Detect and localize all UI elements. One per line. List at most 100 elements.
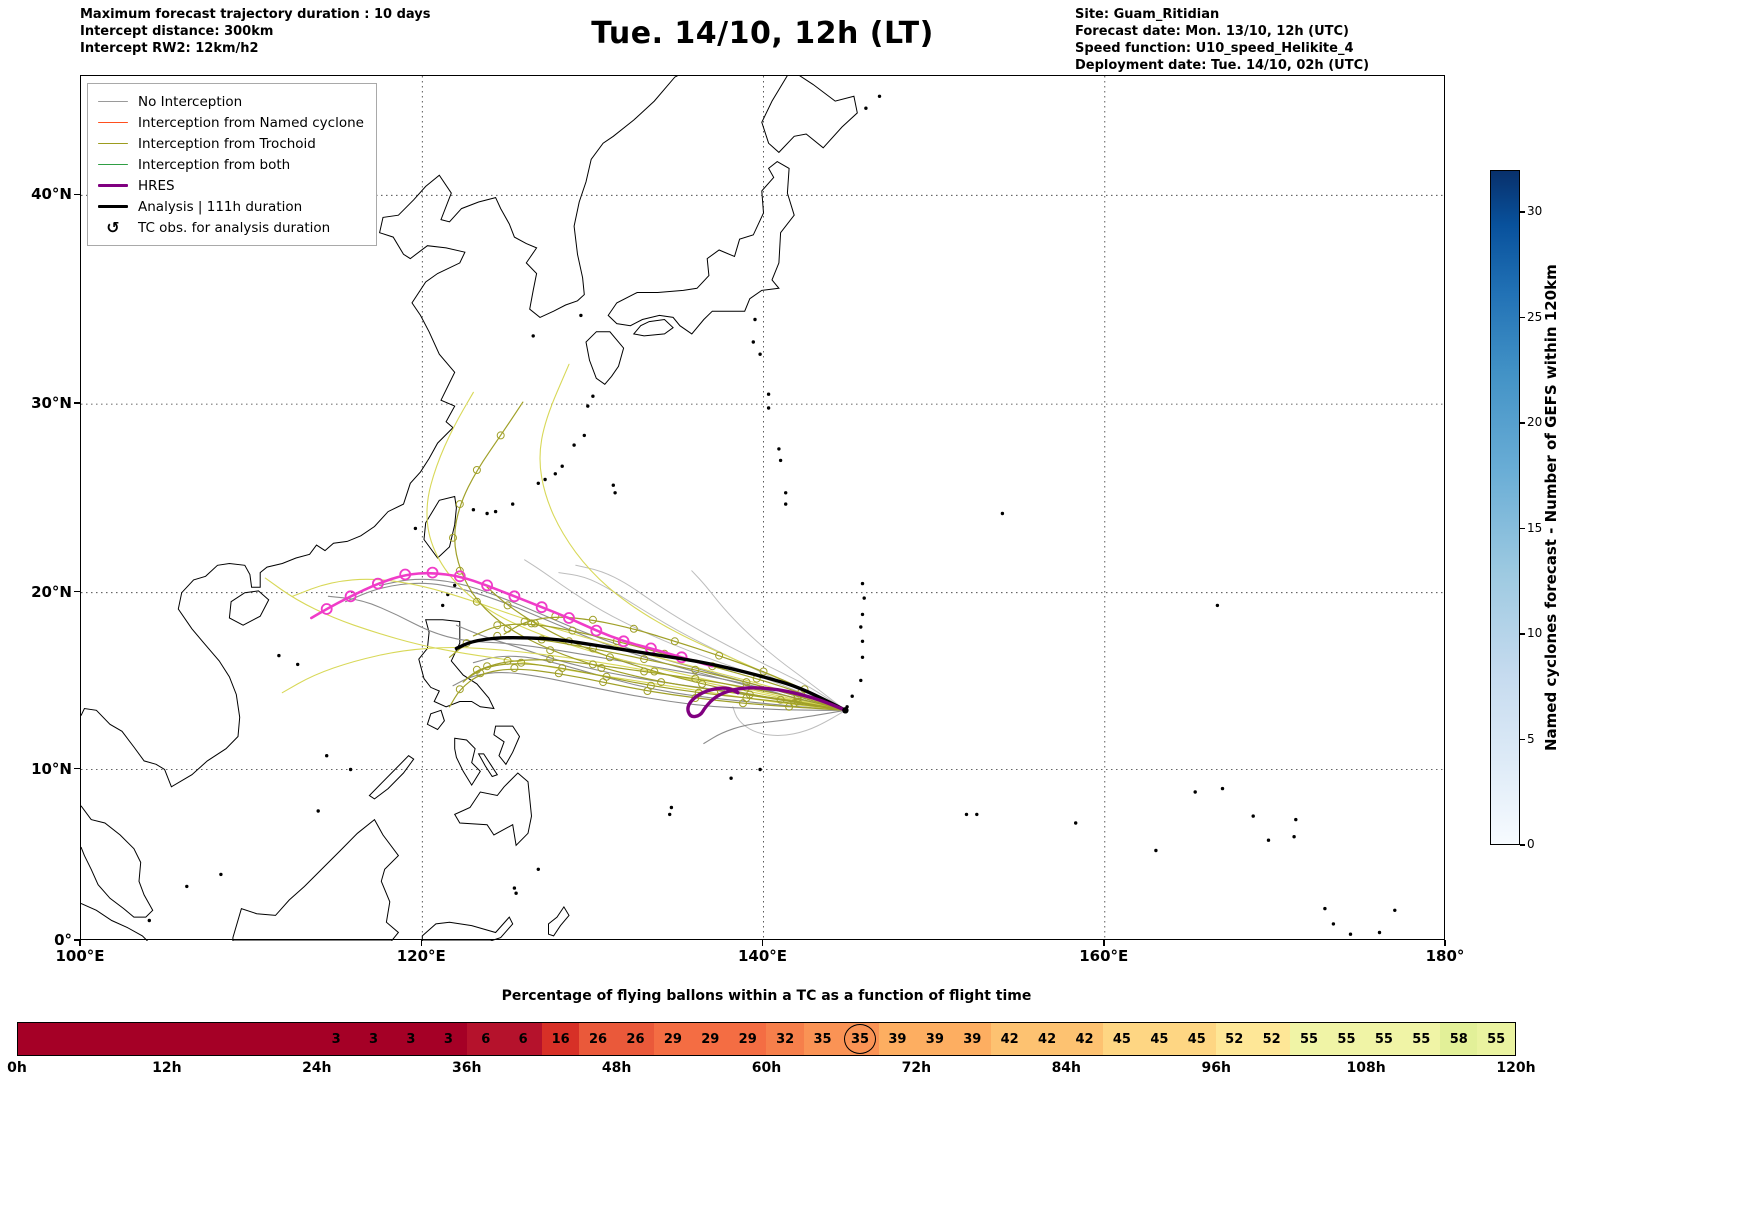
legend: No Interception Interception from Named c… xyxy=(87,83,377,246)
trochoid-loop xyxy=(371,577,384,590)
trochoid-loop xyxy=(476,669,485,678)
trochoid-loop xyxy=(597,664,606,672)
trajectory-analysis xyxy=(454,636,848,712)
island-dot xyxy=(560,464,564,468)
island-dot xyxy=(860,581,865,586)
island-dot xyxy=(1000,511,1005,516)
flight-time-strip: 3 3 3 3 6 6 16 26 26 29 29 29 32 35 35 39 39 39 42 42 42 45 45… xyxy=(17,1022,1516,1056)
trochoid-loop xyxy=(546,655,555,664)
colorbar-tick-label: 5 xyxy=(1527,731,1535,746)
strip-cell: 45 xyxy=(1103,1023,1141,1055)
legend-label: Analysis | 111h duration xyxy=(138,198,303,215)
trajectory-trochoid-interception-light xyxy=(426,391,846,711)
island-dot xyxy=(1294,817,1298,822)
colorbar xyxy=(1490,170,1520,845)
strip-cell: 39 xyxy=(916,1023,954,1055)
strip-cell-value: 42 xyxy=(1038,1031,1057,1047)
x-tick-mark xyxy=(79,940,81,946)
island-dot xyxy=(777,447,781,451)
strip-cell: 26 xyxy=(579,1023,617,1055)
strip-title: Percentage of flying ballons within a TC… xyxy=(501,988,1032,1004)
x-tick-mark xyxy=(761,940,764,946)
strip-tick-label: 72h xyxy=(901,1060,932,1076)
strip-cell-value: 45 xyxy=(1150,1031,1169,1047)
trochoid-loop xyxy=(510,664,519,672)
trajectory-hres xyxy=(686,686,848,719)
trochoid-loop xyxy=(785,702,794,711)
island-dot xyxy=(758,352,762,356)
header-left: Maximum forecast trajectory duration : 1… xyxy=(80,6,431,57)
island-dot xyxy=(277,653,281,658)
legend-item: Interception from both xyxy=(98,154,364,175)
strip-cell-value: 26 xyxy=(626,1031,645,1047)
strip-cell-value: 52 xyxy=(1225,1031,1244,1047)
island-dot xyxy=(668,812,672,817)
strip-tick-label: 24h xyxy=(302,1060,332,1076)
deployment-date-text: Deployment date: Tue. 14/10, 02h (UTC) xyxy=(1075,58,1370,73)
strip-cell-value: 32 xyxy=(776,1031,795,1047)
coastline xyxy=(426,709,445,731)
island-dot xyxy=(669,805,674,810)
trochoid-loop xyxy=(605,653,614,662)
island-dot xyxy=(511,502,515,506)
coastline xyxy=(368,755,415,800)
island-dot xyxy=(613,491,617,495)
island-dot xyxy=(1220,786,1225,791)
island-dot xyxy=(751,340,755,344)
strip-cell xyxy=(55,1023,93,1055)
island-dot xyxy=(536,867,540,871)
intercept-rw2-text: Intercept RW2: 12km/h2 xyxy=(80,41,259,56)
coastline xyxy=(632,318,674,337)
island-dot xyxy=(514,891,518,895)
island-dot xyxy=(512,886,517,890)
trochoid-loop xyxy=(455,566,464,575)
trochoid-loop xyxy=(320,603,333,615)
strip-tick-label: 120h xyxy=(1496,1060,1536,1076)
trochoid-loop xyxy=(563,612,575,624)
y-tick-mark xyxy=(74,193,80,196)
strip-cell xyxy=(205,1023,243,1055)
island-dot xyxy=(348,767,353,772)
trajectory-trochoid-interception xyxy=(462,659,846,711)
trajectory-no-interception-light xyxy=(732,706,846,736)
island-dot xyxy=(582,433,586,438)
island-dot xyxy=(766,406,771,410)
strip-cell: 35 xyxy=(803,1023,842,1055)
strip-cell-value: 3 xyxy=(331,1031,341,1047)
trochoid-loop xyxy=(657,678,666,687)
island-dot xyxy=(877,94,882,98)
colorbar-tick-label: 25 xyxy=(1527,309,1543,324)
coastline xyxy=(81,805,154,918)
coastline xyxy=(761,76,858,154)
island-dot xyxy=(147,918,151,923)
trochoid-loop xyxy=(691,665,700,674)
y-tick-mark xyxy=(74,402,80,404)
map-canvas xyxy=(81,76,1446,941)
coastline xyxy=(453,772,533,847)
trochoid-loop xyxy=(496,431,505,440)
trochoid-loop xyxy=(643,687,652,695)
trajectory-no-interception-light xyxy=(691,570,846,711)
trajectory-trochoid-interception xyxy=(454,401,846,711)
legend-label: TC obs. for analysis duration xyxy=(138,219,331,236)
strip-cell-value: 55 xyxy=(1487,1031,1506,1047)
trochoid-loop xyxy=(650,667,659,676)
trochoid-loop xyxy=(588,660,597,669)
island-dot xyxy=(862,596,866,600)
max-duration-text: Maximum forecast trajectory duration : 1… xyxy=(80,7,431,22)
island-dot xyxy=(860,612,865,617)
coastline xyxy=(493,725,521,766)
colorbar-tick-mark xyxy=(1520,316,1525,319)
trajectory-no-interception xyxy=(452,672,846,711)
strip-cell: 32 xyxy=(766,1023,804,1055)
strip-cell-value: 6 xyxy=(481,1031,491,1047)
trochoid-loop xyxy=(742,678,751,687)
island-dot xyxy=(860,639,865,643)
trochoid-loop xyxy=(517,658,526,667)
strip-cell-value: 58 xyxy=(1449,1031,1468,1047)
island-dot xyxy=(413,526,418,531)
island-dot xyxy=(1331,922,1336,926)
trajectory-tc-obs xyxy=(310,571,714,668)
trochoid-loop xyxy=(617,635,630,648)
